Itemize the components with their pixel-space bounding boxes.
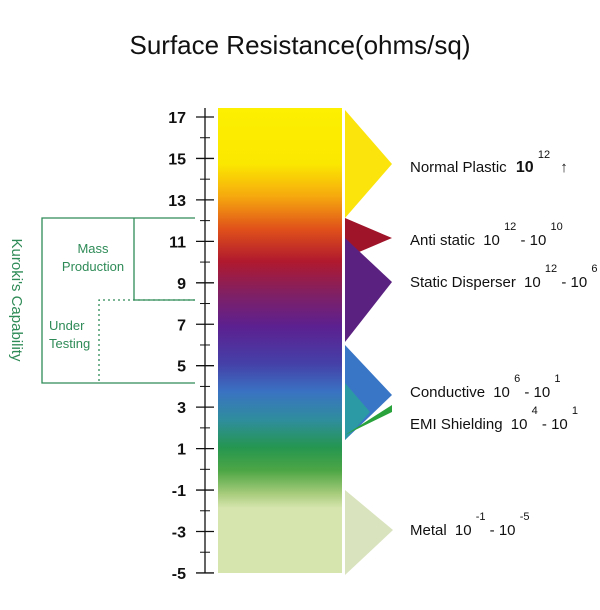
- metal-arrow: [345, 490, 393, 575]
- emi-shielding-name: EMI Shielding: [410, 416, 503, 433]
- axis-tick-label: 5: [177, 359, 186, 376]
- under-testing-label-line2: Testing: [49, 336, 90, 351]
- chart-title: Surface Resistance(ohms/sq): [129, 30, 471, 60]
- axis-tick-label: 13: [168, 193, 186, 210]
- conductive-sep: -: [524, 384, 529, 401]
- under-testing-label-line1: Under: [49, 318, 85, 333]
- axis-tick-label: 3: [177, 400, 186, 417]
- emi-shielding-label: EMI Shielding 10 4 - 10 1: [410, 401, 578, 433]
- category-labels: Normal Plastic 10 12 ↑ Anti static 10 12…: [410, 145, 597, 539]
- static-disperser-exp1: 12: [545, 263, 557, 275]
- static-disperser-base1: 10: [524, 274, 541, 291]
- conductive-base1: 10: [493, 384, 510, 401]
- normal-plastic-exp: 12: [538, 149, 550, 161]
- static-disperser-name: Static Disperser: [410, 274, 516, 291]
- anti-static-base2: 10: [530, 232, 547, 249]
- axis-tick-label: -3: [172, 525, 186, 542]
- normal-plastic-name: Normal Plastic: [410, 159, 507, 176]
- emi-shielding-base2: 10: [551, 416, 568, 433]
- axis-tick-label: 9: [177, 276, 186, 293]
- axis-tick-label: 1: [177, 442, 186, 459]
- axis-tick-label: -1: [172, 483, 186, 500]
- anti-static-base1: 10: [483, 232, 500, 249]
- axis-tick-label: -5: [172, 566, 186, 583]
- anti-static-label: Anti static 10 12 - 10 10: [410, 217, 563, 249]
- emi-shielding-arrow: [345, 405, 392, 435]
- anti-static-exp2: 10: [551, 221, 563, 233]
- capability-brackets: [41, 217, 195, 384]
- static-disperser-base2: 10: [571, 274, 588, 291]
- resistance-color-bar: [218, 108, 342, 573]
- static-disperser-exp2: 6: [591, 263, 597, 275]
- anti-static-sep: -: [520, 232, 525, 249]
- anti-static-exp1: 12: [504, 221, 516, 233]
- capability-outer-bracket: [41, 217, 195, 384]
- metal-label: Metal 10 -1 - 10 -5: [410, 507, 529, 539]
- metal-sep: -: [490, 522, 495, 539]
- emi-shielding-exp1: 4: [532, 405, 538, 417]
- emi-shielding-base1: 10: [511, 416, 528, 433]
- axis-tick-label: 11: [169, 234, 186, 251]
- under-testing-bracket: [98, 299, 195, 383]
- anti-static-arrow: [345, 218, 392, 258]
- metal-exp1: -1: [476, 511, 486, 523]
- conductive-base2: 10: [534, 384, 551, 401]
- conductive-exp1: 6: [514, 373, 520, 385]
- conductive-name: Conductive: [410, 384, 485, 401]
- conductive-label: Conductive 10 6 - 10 1: [410, 369, 561, 401]
- normal-plastic-base: 10: [516, 159, 534, 176]
- normal-plastic-label: Normal Plastic 10 12 ↑: [410, 145, 568, 176]
- conductive-exp2: 1: [554, 373, 560, 385]
- mass-production-label-line1: Mass: [77, 241, 109, 256]
- metal-exp2: -5: [520, 511, 530, 523]
- static-disperser-label: Static Disperser 10 12 - 10 6: [410, 259, 597, 291]
- metal-base1: 10: [455, 522, 472, 539]
- axis-tick-label: 17: [168, 110, 186, 127]
- mass-production-label-line2: Production: [62, 259, 124, 274]
- metal-name: Metal: [410, 522, 447, 539]
- static-disperser-arrow: [345, 238, 392, 342]
- anti-static-name: Anti static: [410, 232, 476, 249]
- emi-shielding-exp2: 1: [572, 405, 578, 417]
- emi-shielding-back-arrow: [345, 383, 370, 440]
- axis-tick-label: 15: [168, 151, 186, 168]
- emi-shielding-sep: -: [542, 416, 547, 433]
- metal-base2: 10: [499, 522, 516, 539]
- normal-plastic-arrow: [345, 110, 392, 218]
- normal-plastic-suffix: ↑: [560, 159, 568, 176]
- static-disperser-sep: -: [561, 274, 566, 291]
- axis-ticks: 17 15 13 11 9 7 5 3 1 -1 -3 -5: [168, 110, 214, 583]
- axis-tick-label: 7: [177, 317, 186, 334]
- category-arrows: [345, 110, 393, 575]
- kurokis-capability-label: Kuroki's Capability: [8, 239, 25, 362]
